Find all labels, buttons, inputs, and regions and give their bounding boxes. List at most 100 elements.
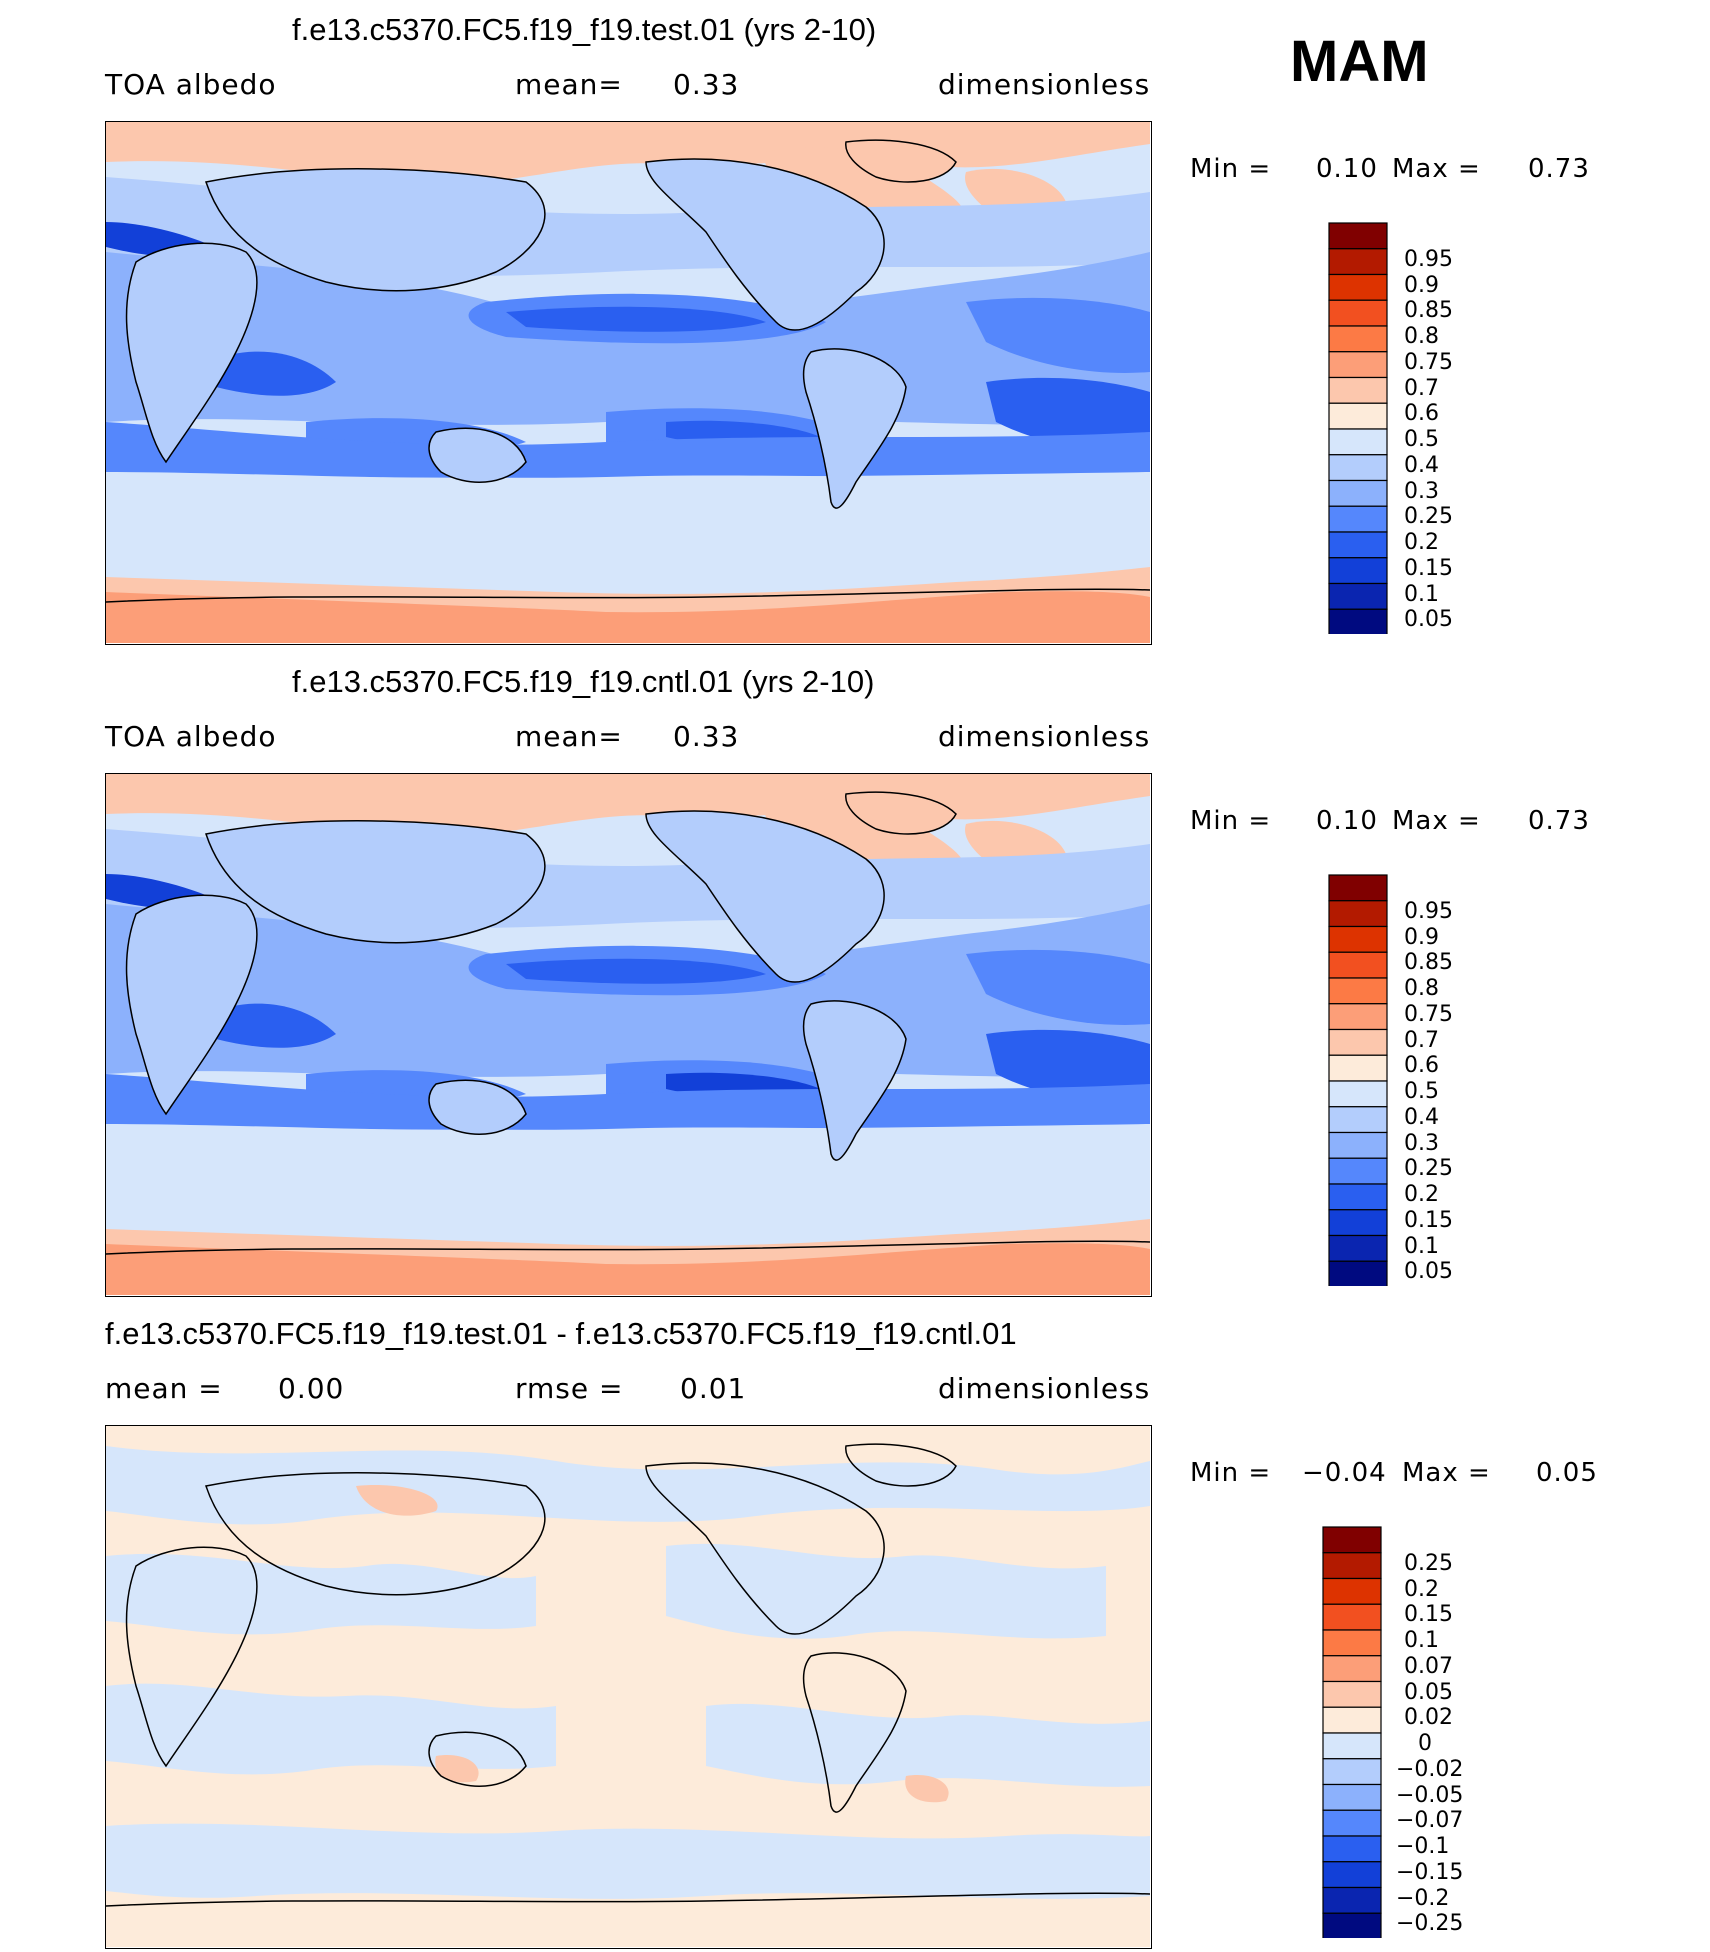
panel1-map bbox=[105, 121, 1152, 645]
colorbar-swatch bbox=[1328, 1131, 1388, 1159]
colorbar-swatch bbox=[1328, 582, 1388, 610]
panel3-units: dimensionless bbox=[938, 1372, 1151, 1405]
colorbar-label: 0.95 bbox=[1404, 246, 1453, 272]
panel2-max-label: Max = bbox=[1392, 806, 1481, 836]
panel2-colorbar-svg bbox=[1328, 874, 1388, 1286]
colorbar-label: 0.25 bbox=[1404, 504, 1453, 530]
colorbar-swatch bbox=[1328, 874, 1388, 902]
colorbar-swatch bbox=[1328, 1209, 1388, 1237]
colorbar-swatch bbox=[1322, 1629, 1382, 1657]
colorbar-label: 0.15 bbox=[1404, 1207, 1453, 1233]
panel2-max-value: 0.73 bbox=[1528, 806, 1590, 836]
panel3-max-label: Max = bbox=[1402, 1458, 1491, 1488]
panel3-rmse-value: 0.01 bbox=[680, 1372, 747, 1405]
colorbar-swatch bbox=[1328, 248, 1388, 276]
colorbar-swatch bbox=[1328, 1080, 1388, 1108]
colorbar-swatch bbox=[1328, 376, 1388, 404]
panel3-min-label: Min = bbox=[1190, 1458, 1272, 1488]
colorbar-label: 0.1 bbox=[1404, 581, 1439, 607]
colorbar-label: −0.2 bbox=[1396, 1885, 1450, 1911]
panel2-mean-value: 0.33 bbox=[673, 720, 740, 753]
colorbar-label: 0.2 bbox=[1404, 1576, 1439, 1602]
colorbar-swatch bbox=[1328, 505, 1388, 533]
panel2-min-value: 0.10 bbox=[1316, 806, 1378, 836]
colorbar-swatch bbox=[1322, 1680, 1382, 1708]
panel2-variable-label: TOA albedo bbox=[105, 720, 277, 753]
panel1-colorbar bbox=[1328, 222, 1388, 634]
colorbar-swatch bbox=[1322, 1732, 1382, 1760]
colorbar-swatch bbox=[1328, 299, 1388, 327]
panel2-min-label: Min = bbox=[1190, 806, 1272, 836]
colorbar-label: 0.95 bbox=[1404, 898, 1453, 924]
panel3-colorbar-svg bbox=[1322, 1526, 1382, 1938]
colorbar-swatch bbox=[1328, 608, 1388, 634]
colorbar-swatch bbox=[1322, 1706, 1382, 1734]
panel1-min-label: Min = bbox=[1190, 154, 1272, 184]
colorbar-swatch bbox=[1322, 1655, 1382, 1683]
colorbar-swatch bbox=[1328, 951, 1388, 979]
panel1-max-value: 0.73 bbox=[1528, 154, 1590, 184]
colorbar-swatch bbox=[1328, 325, 1388, 353]
panel1-mean-value: 0.33 bbox=[673, 68, 740, 101]
colorbar-label: 0.4 bbox=[1404, 452, 1439, 478]
panel3-mean-value: 0.00 bbox=[278, 1372, 345, 1405]
colorbar-label: 0.02 bbox=[1404, 1705, 1453, 1731]
panel1-variable-label: TOA albedo bbox=[105, 68, 277, 101]
season-label: MAM bbox=[1290, 29, 1429, 94]
colorbar-label: 0 bbox=[1418, 1731, 1432, 1756]
colorbar-swatch bbox=[1322, 1783, 1382, 1811]
colorbar-swatch bbox=[1328, 273, 1388, 301]
colorbar-label: −0.02 bbox=[1396, 1756, 1464, 1782]
colorbar-label: 0.85 bbox=[1404, 298, 1453, 324]
panel2-map bbox=[105, 773, 1152, 1297]
colorbar-swatch bbox=[1322, 1577, 1382, 1605]
colorbar-label: 0.6 bbox=[1404, 401, 1439, 427]
colorbar-label: 0.3 bbox=[1404, 478, 1439, 504]
panel1-mean-label: mean= bbox=[515, 68, 623, 101]
colorbar-label: 0.05 bbox=[1404, 607, 1453, 633]
panel3-max-value: 0.05 bbox=[1536, 1458, 1598, 1488]
colorbar-swatch bbox=[1322, 1526, 1382, 1554]
colorbar-label: 0.3 bbox=[1404, 1130, 1439, 1156]
colorbar-label: 0.07 bbox=[1404, 1653, 1453, 1679]
panel3-map bbox=[105, 1425, 1152, 1949]
colorbar-label: −0.1 bbox=[1396, 1834, 1450, 1859]
colorbar-label: 0.6 bbox=[1404, 1053, 1439, 1079]
panel1-title: f.e13.c5370.FC5.f19_f19.test.01 (yrs 2-1… bbox=[292, 12, 877, 47]
colorbar-swatch bbox=[1322, 1835, 1382, 1863]
colorbar-label: 0.1 bbox=[1404, 1628, 1439, 1653]
colorbar-swatch bbox=[1328, 1157, 1388, 1185]
colorbar-label: 0.25 bbox=[1404, 1550, 1453, 1576]
panel2-mean-label: mean= bbox=[515, 720, 623, 753]
colorbar-label: 0.25 bbox=[1404, 1156, 1453, 1182]
colorbar-label: 0.8 bbox=[1404, 324, 1439, 349]
panel3-rmse-label: rmse = bbox=[515, 1372, 624, 1405]
colorbar-swatch bbox=[1328, 977, 1388, 1005]
colorbar-label: 0.05 bbox=[1404, 1679, 1453, 1705]
colorbar-swatch bbox=[1328, 531, 1388, 559]
panel3-mean-label: mean = bbox=[105, 1372, 223, 1405]
colorbar-swatch bbox=[1322, 1552, 1382, 1580]
colorbar-swatch bbox=[1322, 1912, 1382, 1938]
colorbar-label: 0.9 bbox=[1404, 924, 1439, 950]
colorbar-label: −0.07 bbox=[1396, 1808, 1464, 1834]
panel2-colorbar bbox=[1328, 874, 1388, 1286]
colorbar-label: 0.85 bbox=[1404, 950, 1453, 976]
colorbar-label: 0.4 bbox=[1404, 1104, 1439, 1130]
colorbar-label: 0.75 bbox=[1404, 349, 1453, 375]
colorbar-swatch bbox=[1328, 479, 1388, 507]
colorbar-swatch bbox=[1328, 1054, 1388, 1082]
colorbar-swatch bbox=[1328, 1260, 1388, 1286]
colorbar-label: 0.2 bbox=[1404, 530, 1439, 555]
colorbar-label: 0.5 bbox=[1404, 427, 1439, 452]
panel1-units: dimensionless bbox=[938, 68, 1151, 101]
colorbar-label: 0.9 bbox=[1404, 272, 1439, 298]
colorbar-swatch bbox=[1322, 1809, 1382, 1837]
colorbar-label: −0.15 bbox=[1396, 1859, 1464, 1885]
colorbar-swatch bbox=[1328, 351, 1388, 379]
colorbar-label: 0.1 bbox=[1404, 1233, 1439, 1259]
colorbar-label: 0.7 bbox=[1404, 375, 1439, 401]
colorbar-swatch bbox=[1328, 1003, 1388, 1031]
panel2-title: f.e13.c5370.FC5.f19_f19.cntl.01 (yrs 2-1… bbox=[292, 664, 875, 699]
colorbar-swatch bbox=[1328, 925, 1388, 953]
